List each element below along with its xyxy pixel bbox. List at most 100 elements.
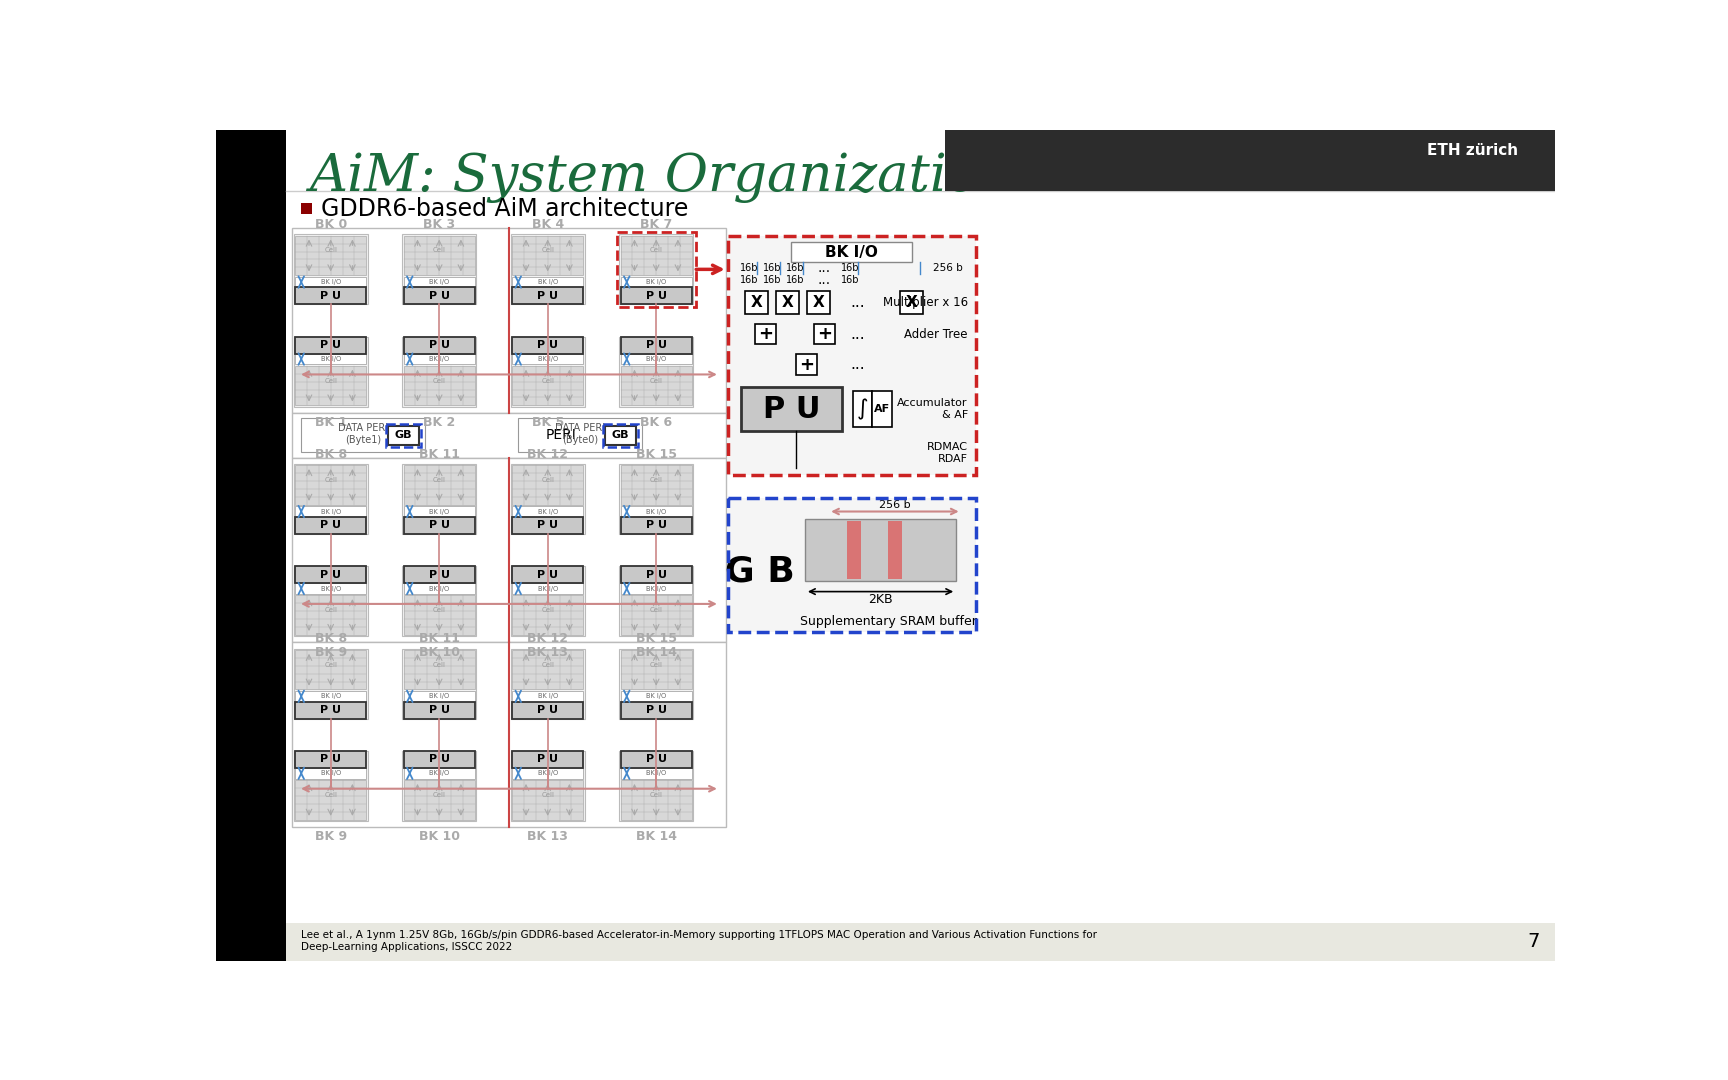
Text: 16b: 16b [786,274,805,285]
Bar [511,366,584,405]
Bar [295,366,366,405]
Text: P U: P U [537,705,558,715]
Bar [511,768,584,779]
Text: P U: P U [764,394,821,423]
Bar [871,391,892,427]
Text: DATA PERI: DATA PERI [339,423,389,433]
Text: BK 4: BK 4 [532,218,563,231]
Text: Cell: Cell [541,792,555,798]
Bar [295,507,366,517]
Text: Cell: Cell [541,247,555,254]
Bar [295,465,366,504]
Text: BK 8: BK 8 [314,633,347,646]
Text: X: X [781,295,793,310]
Text: P U: P U [320,521,340,530]
Text: P U: P U [646,705,667,715]
Text: BK 15: BK 15 [636,448,677,461]
Text: BK I/O: BK I/O [646,279,667,285]
Bar [518,418,643,453]
Bar [620,768,691,779]
Bar [294,751,368,821]
Text: GB: GB [612,430,629,441]
Text: Cell: Cell [432,662,446,667]
Bar [404,751,475,768]
Text: BK I/O: BK I/O [321,585,340,592]
Bar [404,235,475,275]
Text: P U: P U [646,340,667,350]
Bar [511,702,584,718]
Bar [295,751,366,768]
Text: BK 11: BK 11 [418,448,460,461]
Text: Deep-Learning Applications, ISSCC 2022: Deep-Learning Applications, ISSCC 2022 [301,943,513,953]
Bar [510,234,584,305]
Text: Cell: Cell [432,607,446,613]
Bar [620,566,691,583]
Text: Cell: Cell [325,378,337,383]
Text: (Byte1): (Byte1) [346,435,382,445]
Bar [727,235,976,474]
Bar [510,566,584,636]
Text: BK 12: BK 12 [527,448,569,461]
Text: BK I/O: BK I/O [646,693,667,700]
Text: BK I/O: BK I/O [321,356,340,362]
Bar [620,780,691,820]
Bar [295,517,366,534]
Bar [301,203,313,214]
Bar [292,413,726,458]
Text: BK 9: BK 9 [314,831,347,843]
Text: BK 11: BK 11 [418,633,460,646]
Bar [292,458,726,643]
Bar [620,465,691,504]
Bar [776,292,798,314]
Bar [791,242,912,262]
Bar [301,418,425,453]
Bar [294,234,368,305]
Text: BK I/O: BK I/O [321,693,340,700]
Text: 7: 7 [1528,932,1540,950]
Text: BK 6: BK 6 [639,416,672,429]
Bar [385,423,422,447]
Bar [295,353,366,364]
Text: BK 9: BK 9 [314,646,347,659]
Bar [295,337,366,353]
Text: Cell: Cell [325,792,337,798]
Bar [404,337,475,353]
Bar [511,276,584,287]
Text: BK I/O: BK I/O [646,509,667,514]
Text: P U: P U [429,705,449,715]
Bar [619,337,693,407]
Text: ∫: ∫ [857,399,867,420]
Text: BK I/O: BK I/O [429,693,449,700]
Text: P U: P U [429,521,449,530]
Text: BK 0: BK 0 [314,218,347,231]
Bar [510,751,584,821]
Bar [814,324,835,345]
Text: 16b: 16b [764,274,781,285]
Text: Cell: Cell [541,378,555,383]
Bar [404,517,475,534]
Bar [745,292,767,314]
Text: P U: P U [646,569,667,580]
Bar [404,507,475,517]
Bar [216,130,285,961]
Bar [295,566,366,583]
Bar [620,691,691,702]
Bar [404,583,475,594]
Text: P U: P U [320,340,340,350]
Bar [617,232,696,307]
Bar [404,780,475,820]
Text: BK 13: BK 13 [527,646,569,659]
Bar [620,507,691,517]
Bar [294,463,368,534]
Bar [404,353,475,364]
Bar [404,768,475,779]
Bar [511,337,584,353]
Bar [295,650,366,689]
Text: +: + [759,325,774,343]
Text: Cell: Cell [650,662,664,667]
Text: 2KB: 2KB [867,593,893,606]
Bar [510,337,584,407]
Text: 16b: 16b [842,264,859,273]
Text: BK I/O: BK I/O [429,509,449,514]
Text: BK I/O: BK I/O [321,509,340,514]
